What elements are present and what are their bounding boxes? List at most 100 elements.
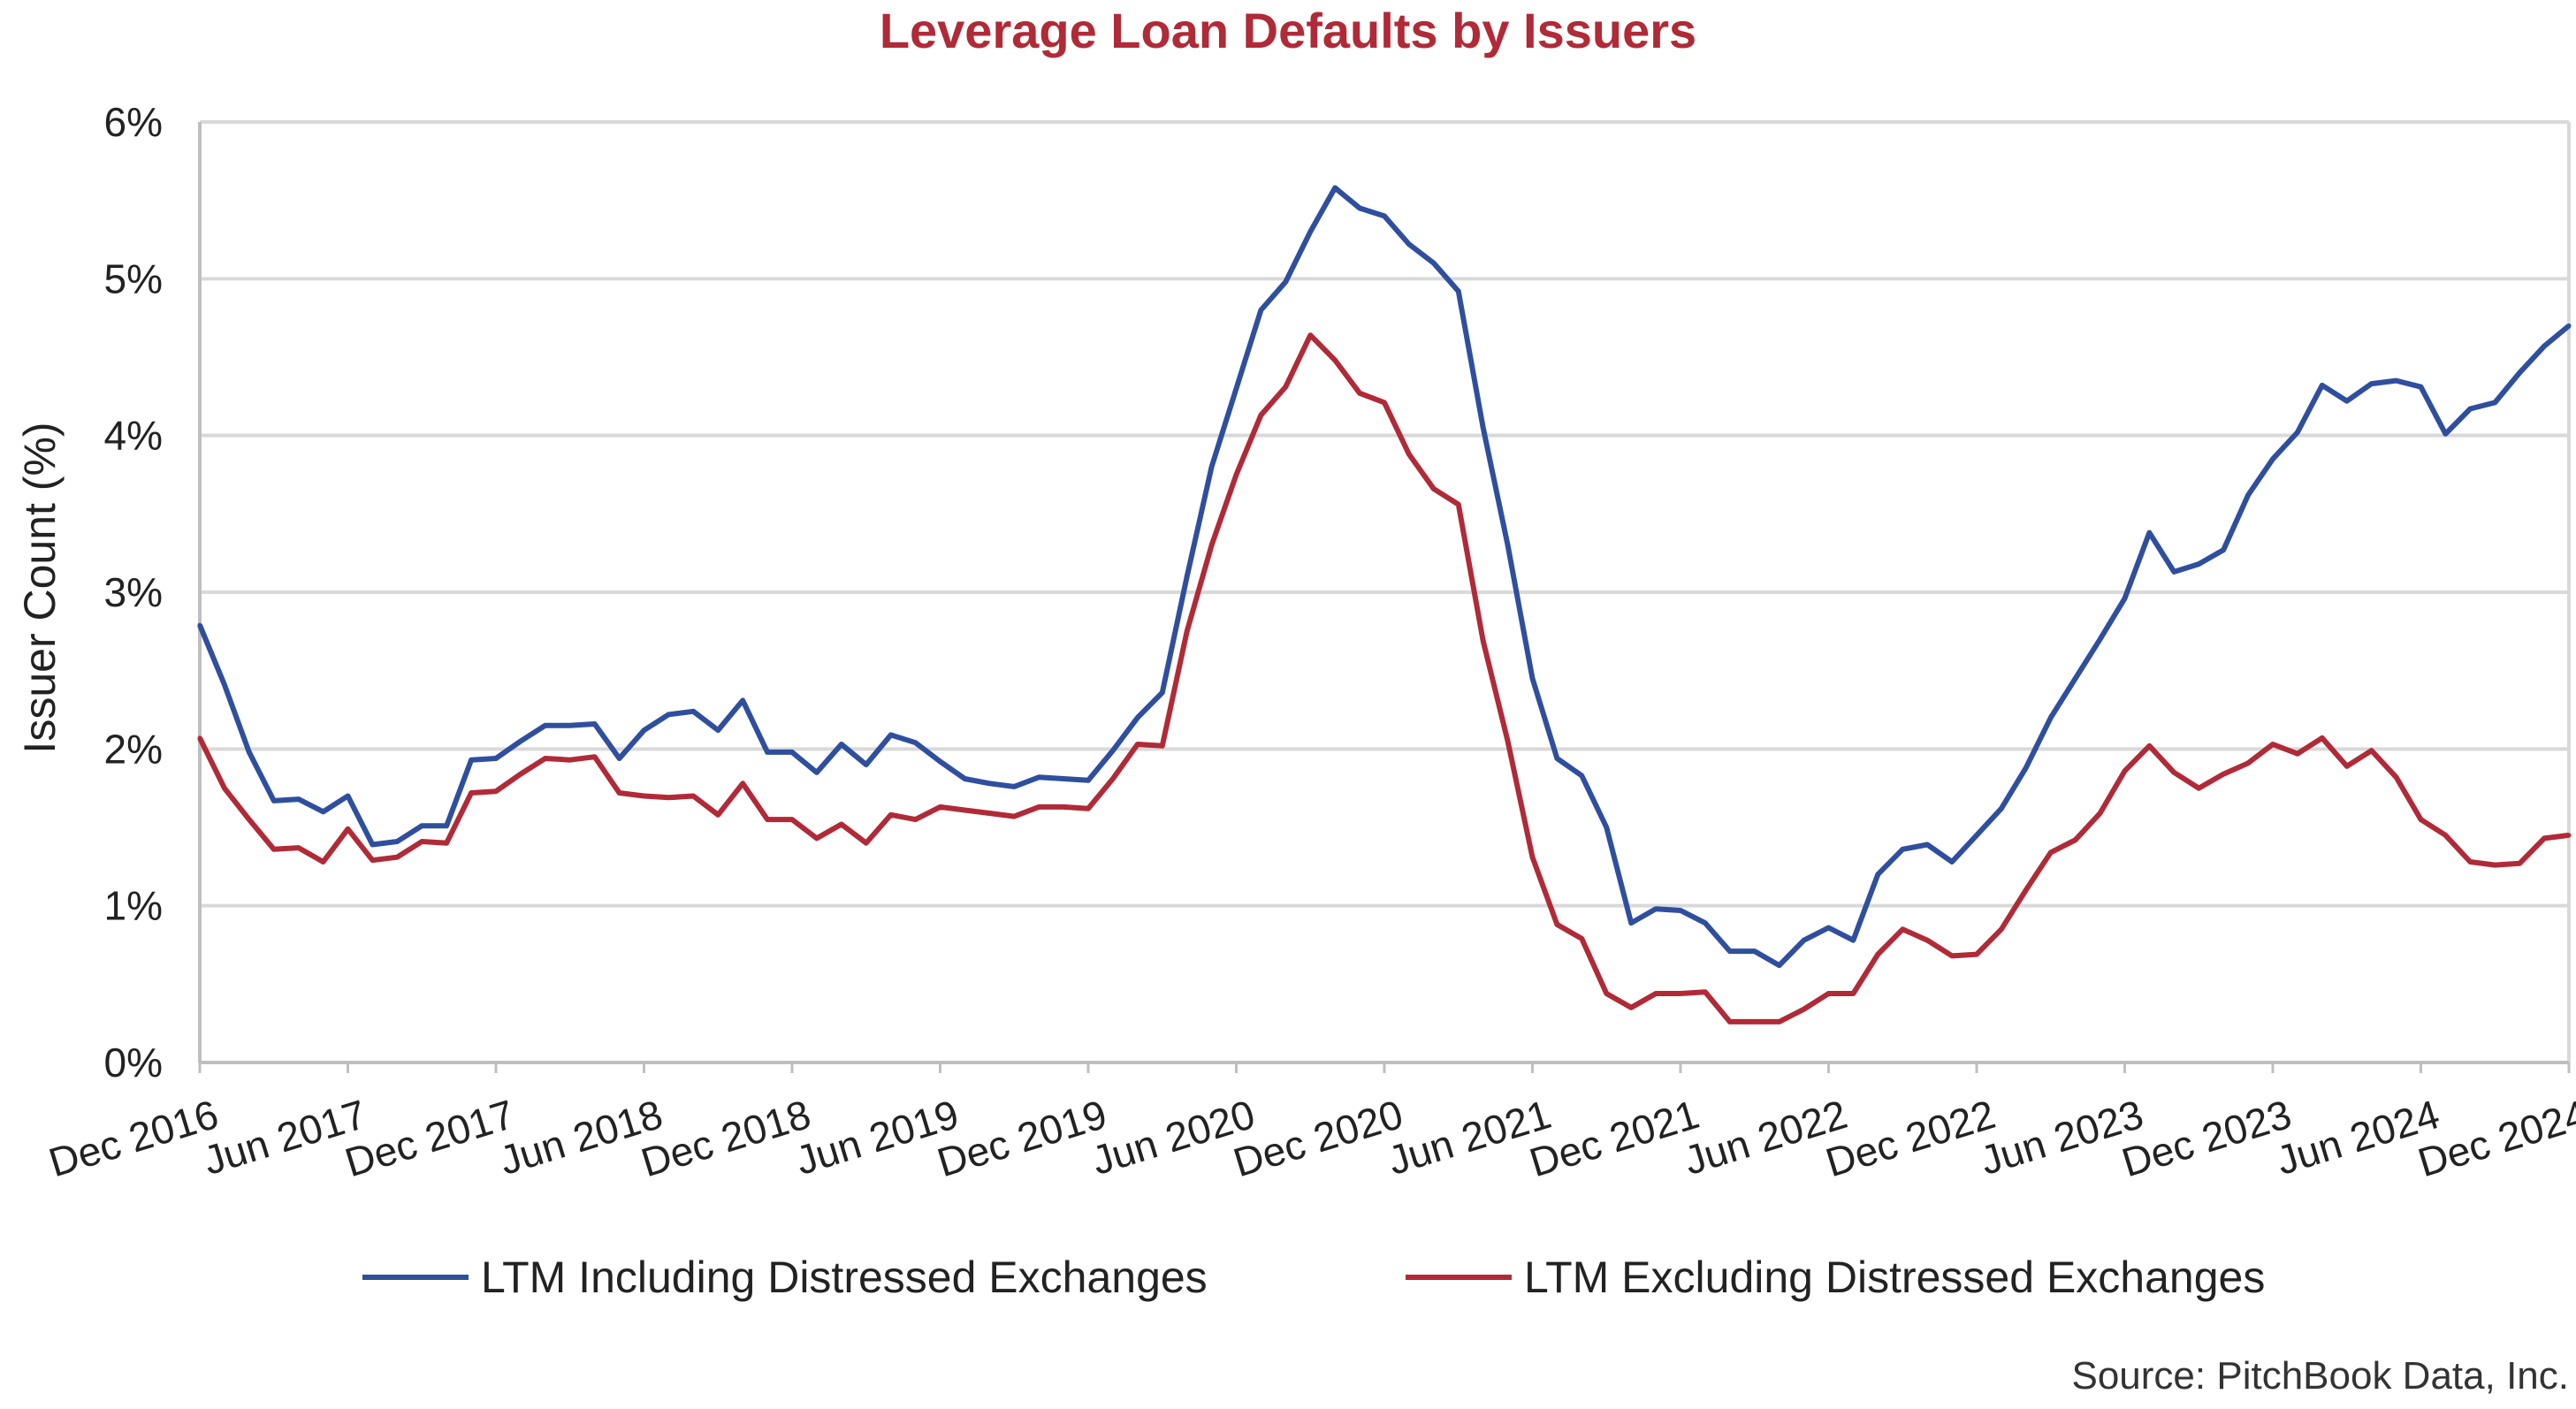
data-point	[617, 756, 622, 761]
data-point	[839, 822, 844, 826]
data-point	[1999, 806, 2004, 811]
data-point	[543, 723, 548, 728]
data-point	[296, 845, 301, 850]
x-tick-label: Dec 2016	[43, 1091, 224, 1185]
data-point	[1481, 425, 1486, 430]
data-point	[1061, 776, 1066, 781]
data-point	[1802, 938, 1807, 943]
data-point	[1209, 464, 1215, 469]
data-point	[1900, 847, 1905, 852]
data-point	[2492, 863, 2497, 868]
data-point	[1924, 938, 1930, 943]
data-point	[938, 804, 942, 810]
data-point	[1628, 920, 1634, 925]
data-point	[938, 759, 942, 764]
data-point	[1777, 1019, 1782, 1024]
data-point	[2221, 547, 2226, 552]
x-tick-label: Dec 2019	[932, 1091, 1112, 1185]
data-point	[2295, 751, 2300, 757]
data-point	[2344, 764, 2350, 769]
data-point	[1727, 1019, 1733, 1024]
series-line-excluding	[197, 332, 2570, 1024]
y-tick-label: 1%	[104, 883, 163, 929]
data-point	[2344, 399, 2350, 404]
data-point	[1258, 308, 1263, 313]
data-point	[1431, 261, 1437, 266]
data-point	[2542, 344, 2547, 349]
data-point	[789, 750, 795, 755]
data-point	[1802, 1007, 1807, 1012]
legend-item-excluding: LTM Excluding Distressed Exchanges	[1406, 1246, 2265, 1308]
data-point	[1875, 952, 1880, 957]
data-point	[568, 758, 573, 763]
data-point	[592, 721, 598, 727]
data-point	[1382, 400, 1387, 405]
data-point	[444, 823, 449, 828]
data-point	[1579, 936, 1584, 941]
data-point	[814, 770, 819, 775]
data-point	[469, 790, 474, 796]
data-point	[1357, 391, 1362, 396]
data-point	[1234, 472, 1238, 477]
data-point	[666, 795, 671, 800]
data-point	[1110, 748, 1116, 753]
x-tick-label: Dec 2017	[339, 1091, 520, 1185]
data-point	[1135, 715, 1140, 720]
data-point	[1678, 991, 1683, 996]
data-point	[2221, 772, 2226, 777]
data-point	[2492, 400, 2497, 405]
data-point	[419, 823, 424, 828]
x-tick-label: Jun 2019	[790, 1091, 964, 1184]
data-point	[765, 750, 770, 755]
data-point	[1283, 385, 1288, 390]
data-point	[642, 794, 646, 798]
data-point	[296, 796, 301, 802]
x-tick-label: Jun 2018	[494, 1091, 667, 1184]
legend-swatch-including	[362, 1275, 469, 1280]
x-tick-label: Dec 2020	[1228, 1091, 1408, 1185]
data-point	[1653, 906, 1658, 911]
data-point	[1826, 991, 1831, 996]
data-point	[2369, 748, 2374, 753]
data-point	[864, 841, 869, 846]
data-point	[271, 847, 277, 852]
data-point	[1850, 938, 1856, 943]
data-point	[1406, 452, 1412, 457]
data-point	[2517, 861, 2522, 866]
data-point	[1160, 743, 1165, 749]
y-tick-label: 0%	[104, 1040, 163, 1085]
data-point	[1135, 742, 1140, 747]
data-point	[1974, 833, 1979, 838]
data-point	[592, 754, 598, 759]
data-point	[1332, 358, 1338, 362]
data-point	[568, 723, 573, 728]
data-point	[469, 758, 474, 763]
data-point	[370, 842, 375, 847]
data-point	[2467, 859, 2473, 864]
data-point	[222, 786, 227, 791]
data-point	[2171, 770, 2176, 775]
data-point	[2196, 786, 2201, 791]
data-point	[690, 794, 696, 798]
data-point	[1283, 279, 1288, 285]
data-point	[962, 808, 967, 812]
data-point	[1530, 676, 1535, 681]
data-point	[1036, 804, 1041, 810]
data-point	[715, 812, 720, 818]
data-point	[1185, 628, 1190, 634]
data-point	[1924, 842, 1930, 847]
data-point	[1505, 739, 1511, 743]
data-point	[1036, 774, 1041, 780]
data-point	[1727, 948, 1733, 954]
data-point	[493, 756, 499, 761]
data-point	[2320, 735, 2325, 741]
data-point	[197, 735, 202, 741]
legend-item-including: LTM Including Distressed Exchanges	[362, 1246, 1208, 1308]
data-point	[987, 781, 992, 786]
data-point	[2073, 676, 2078, 681]
data-point	[370, 857, 375, 863]
y-axis-title: Issuer Count (%)	[15, 422, 65, 753]
data-point	[666, 712, 671, 717]
x-tick-label: Jun 2020	[1086, 1091, 1260, 1184]
data-point	[2048, 849, 2054, 855]
